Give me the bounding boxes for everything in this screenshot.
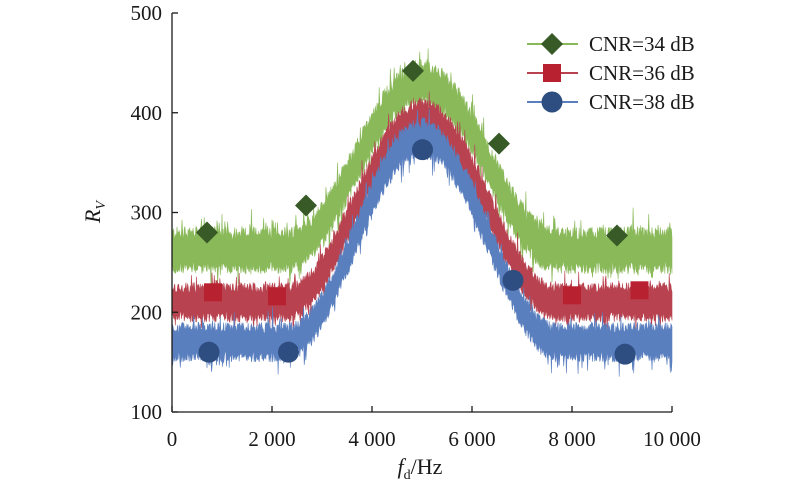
diamond-marker — [295, 194, 317, 217]
legend-item: CNR=38 dB — [527, 90, 695, 114]
circle-marker — [412, 139, 433, 161]
legend-label: CNR=36 dB — [589, 61, 695, 85]
y-axis-label: RV — [80, 200, 109, 224]
circle-marker — [502, 269, 524, 291]
y-ticks: 100 200 300 400 500 — [131, 1, 178, 424]
legend-label: CNR=38 dB — [589, 90, 695, 114]
noise-band — [171, 48, 673, 286]
legend-square-icon — [543, 64, 561, 82]
legend-circle-icon — [541, 91, 563, 113]
square-marker — [563, 286, 581, 305]
x-tick-label: 4 000 — [348, 427, 395, 451]
x-ticks: 0 2 000 4 000 6 000 8 000 10 000 — [167, 406, 701, 451]
x-tick-label: 8 000 — [548, 427, 595, 451]
y-tick-label: 500 — [131, 1, 163, 25]
legend-label: CNR=34 dB — [589, 32, 695, 56]
y-tick-label: 400 — [131, 101, 163, 125]
diamond-marker — [606, 224, 628, 247]
band-diamond — [171, 48, 673, 286]
x-axis-label: fd/Hz — [398, 454, 443, 483]
x-tick-label: 6 000 — [448, 427, 495, 451]
y-tick-label: 100 — [131, 400, 163, 424]
circle-marker — [278, 341, 299, 363]
diamond-marker — [402, 59, 424, 82]
circle-marker — [198, 341, 220, 363]
square-marker — [204, 283, 222, 302]
x-tick-label: 2 000 — [248, 427, 295, 451]
y-tick-label: 300 — [131, 201, 163, 225]
y-tick-label: 200 — [131, 300, 163, 324]
diamond-marker — [488, 132, 510, 155]
legend-item: CNR=36 dB — [527, 61, 695, 85]
square-marker — [268, 287, 286, 306]
x-tick-label: 0 — [167, 427, 178, 451]
legend: CNR=34 dB CNR=36 dB CNR=38 dB — [527, 32, 695, 114]
square-marker — [630, 281, 649, 300]
circle-marker — [614, 343, 636, 365]
diamond-marker — [196, 221, 218, 244]
data-markers — [196, 59, 649, 365]
legend-diamond-icon — [541, 33, 563, 55]
legend-item: CNR=34 dB — [527, 32, 695, 56]
x-tick-label: 10 000 — [643, 427, 701, 451]
